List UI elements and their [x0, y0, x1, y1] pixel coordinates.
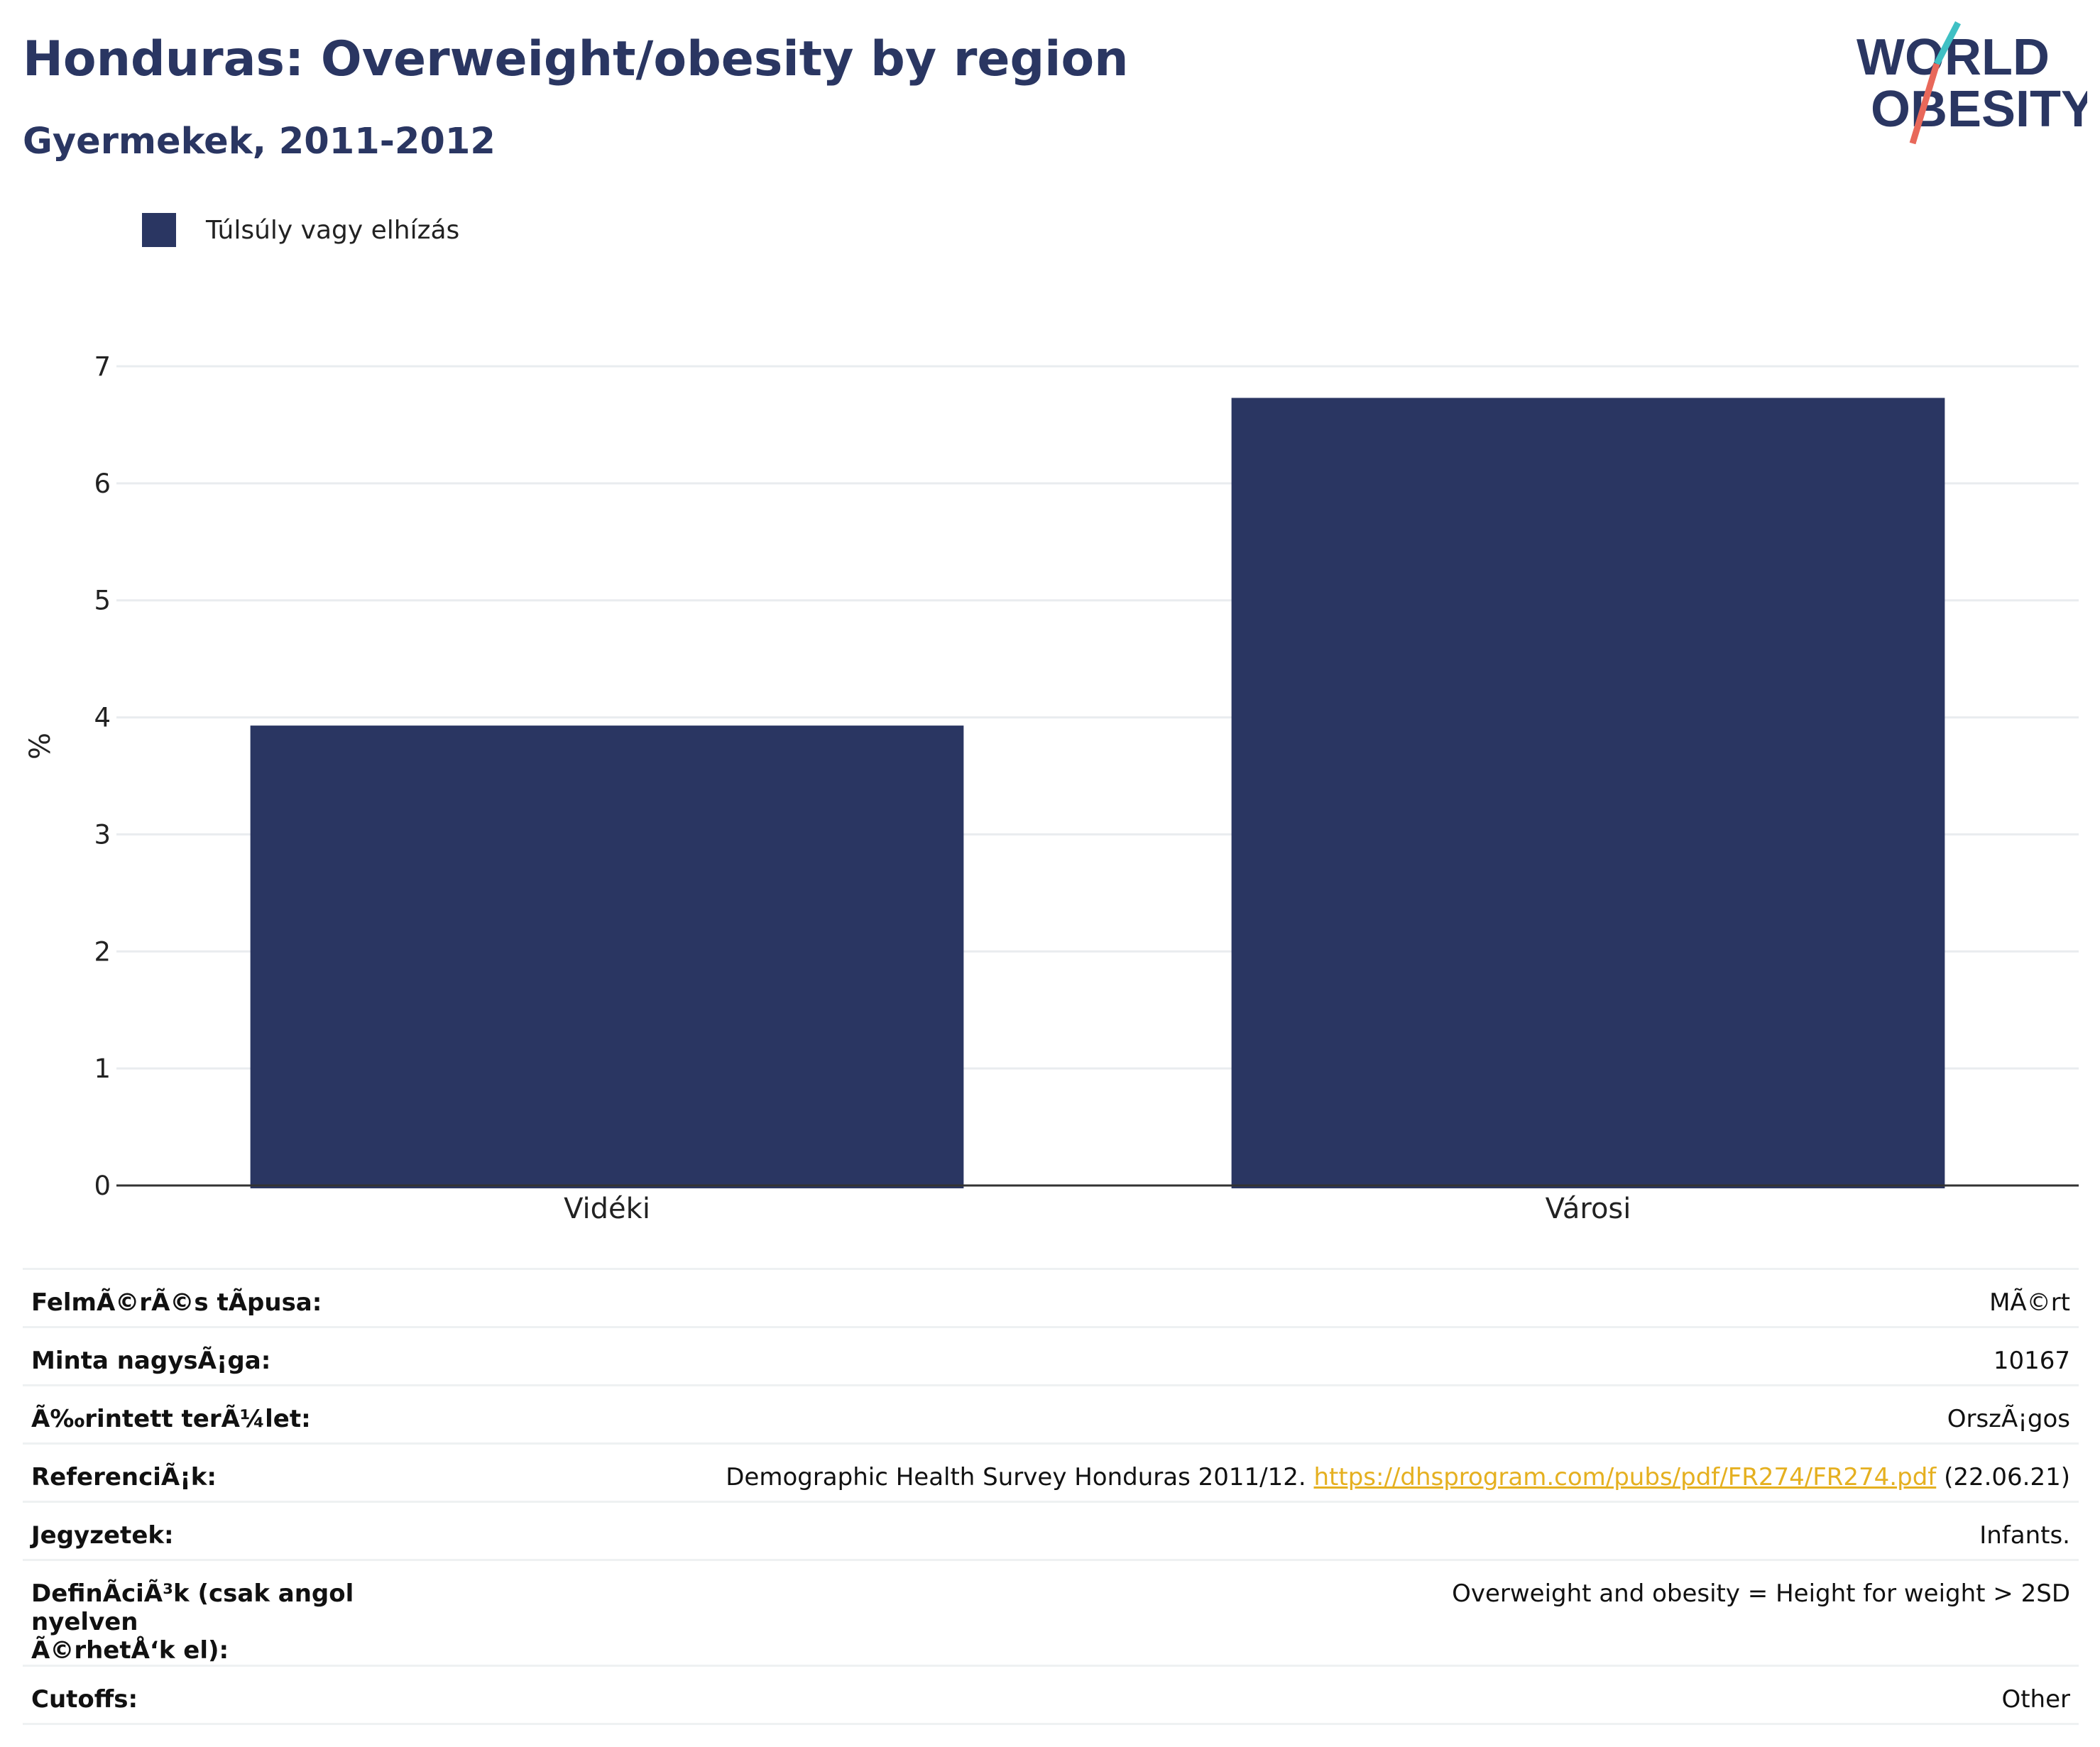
world-obesity-logo: WORLD OBESITY [1856, 21, 2087, 145]
x-tick-label: Városi [1546, 1193, 1631, 1225]
meta-row-definitions: DefinÃciÃ³k (csak angol nyelven Ã©rhetÅ‘… [23, 1559, 2079, 1666]
tick-layer: 0 1 2 3 4 5 6 7 Vidéki Városi [94, 351, 1631, 1225]
metadata-table: FelmÃ©rÃ©s tÃpusa: MÃ©rt Minta nagysÃ¡ga… [23, 1268, 2079, 1725]
y-tick-label: 0 [94, 1171, 111, 1201]
meta-value: MÃ©rt [437, 1268, 2079, 1327]
meta-row-area: Ã‰rintett terÃ¼let: OrszÃ¡gos [23, 1384, 2079, 1444]
chart-legend: Túlsúly vagy elhízás [142, 210, 459, 250]
meta-row-references: ReferenciÃ¡k: Demographic Health Survey … [23, 1442, 2079, 1502]
meta-row-survey-type: FelmÃ©rÃ©s tÃpusa: MÃ©rt [23, 1268, 2079, 1327]
chart-subtitle: Gyermekek, 2011-2012 [23, 121, 496, 163]
meta-label: Jegyzetek: [23, 1501, 437, 1560]
logo-slash-bottom [1909, 62, 1940, 145]
meta-value: Other [437, 1665, 2079, 1725]
logo-slash-top [1934, 21, 1961, 66]
meta-label: DefinÃciÃ³k (csak angol nyelven Ã©rhetÅ‘… [23, 1559, 437, 1666]
meta-label: Ã‰rintett terÃ¼let: [23, 1384, 437, 1444]
chart-title: Honduras: Overweight/obesity by region [23, 31, 1129, 87]
bar [250, 725, 964, 1188]
meta-row-notes: Jegyzetek: Infants. [23, 1501, 2079, 1560]
reference-link[interactable]: https://dhsprogram.com/pubs/pdf/FR274/FR… [1313, 1463, 1937, 1491]
bar [1231, 398, 1945, 1188]
legend-label: Túlsúly vagy elhízás [206, 215, 460, 245]
y-tick-label: 1 [94, 1053, 111, 1084]
meta-row-sample-size: Minta nagysÃ¡ga: 10167 [23, 1326, 2079, 1386]
y-tick-label: 5 [94, 586, 111, 616]
meta-value: Overweight and obesity = Height for weig… [437, 1559, 2079, 1666]
meta-value: 10167 [437, 1326, 2079, 1386]
reference-text: Demographic Health Survey Honduras 2011/… [726, 1463, 1306, 1491]
y-tick-label: 4 [94, 703, 111, 733]
y-tick-label: 7 [94, 351, 111, 382]
meta-label: Cutoffs: [23, 1665, 437, 1725]
legend-swatch [142, 213, 176, 247]
meta-value: OrszÃ¡gos [437, 1384, 2079, 1444]
meta-label-line: DefinÃciÃ³k (csak angol nyelven [31, 1579, 354, 1636]
meta-label: FelmÃ©rÃ©s tÃpusa: [23, 1268, 437, 1327]
meta-row-cutoffs: Cutoffs: Other [23, 1665, 2079, 1725]
meta-value: Infants. [437, 1501, 2079, 1560]
bar-chart: 0 1 2 3 4 5 6 7 Vidéki Városi [94, 351, 2079, 1225]
y-tick-label: 6 [94, 469, 111, 499]
reference-date: (22.06.21) [1944, 1463, 2070, 1491]
meta-label: Minta nagysÃ¡ga: [23, 1326, 437, 1386]
meta-label: ReferenciÃ¡k: [23, 1442, 437, 1502]
logo-text-obesity: OBESITY [1871, 81, 2087, 138]
meta-value: Demographic Health Survey Honduras 2011/… [437, 1442, 2079, 1502]
y-tick-label: 2 [94, 936, 111, 967]
meta-label-line: Ã©rhetÅ‘k el): [31, 1636, 229, 1665]
y-tick-label: 3 [94, 819, 111, 850]
bar-layer [250, 398, 1945, 1188]
x-tick-label: Vidéki [564, 1193, 650, 1225]
